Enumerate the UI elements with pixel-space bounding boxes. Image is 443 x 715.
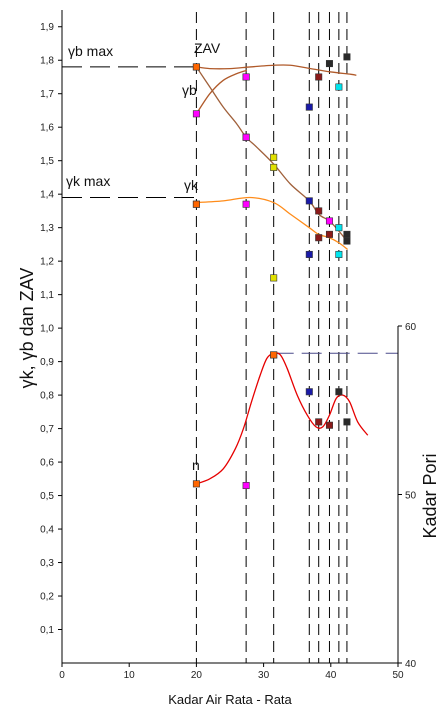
y-tick-label-4: 0,5 bbox=[40, 491, 54, 502]
data-point-s2-0 bbox=[305, 103, 313, 111]
x-axis-label: Kadar Air Rata - Rata bbox=[168, 692, 292, 707]
data-point-s1-6 bbox=[325, 217, 333, 225]
curve-0 bbox=[196, 64, 357, 76]
y-axis-label: γk, γb dan ZAV bbox=[17, 268, 37, 389]
data-point-s3-2 bbox=[315, 234, 323, 242]
y-tick-label-5: 0,6 bbox=[40, 458, 54, 469]
data-point-s5-0 bbox=[335, 83, 343, 91]
data-point-s6-0 bbox=[192, 63, 200, 71]
data-point-s4-1 bbox=[343, 53, 351, 61]
data-point-s6-3 bbox=[270, 351, 278, 359]
y2-axis-label: Kadar Pori bbox=[420, 453, 440, 538]
data-point-s5-2 bbox=[335, 250, 343, 258]
trend-curves bbox=[195, 64, 369, 485]
annotation-zav: ZAV bbox=[194, 40, 221, 56]
x-tick-label-2: 20 bbox=[191, 670, 203, 681]
data-point-s4-5 bbox=[335, 388, 343, 396]
annotation-n: n bbox=[192, 457, 200, 473]
annotation-yb: γb bbox=[182, 82, 197, 98]
y2-tick-label-0: 40 bbox=[405, 659, 417, 670]
data-point-s1-5 bbox=[242, 482, 250, 490]
data-point-s3-3 bbox=[315, 418, 323, 426]
data-point-s3-0 bbox=[315, 73, 323, 81]
data-point-s5-1 bbox=[335, 224, 343, 232]
data-point-s4-2 bbox=[343, 230, 351, 238]
data-point-s1-4 bbox=[242, 133, 250, 141]
data-point-s1-0 bbox=[192, 110, 200, 118]
y-tick-label-10: 1,1 bbox=[40, 290, 54, 301]
x-tick-label-1: 10 bbox=[124, 670, 136, 681]
x-tick-label-0: 0 bbox=[59, 670, 65, 681]
curve-3 bbox=[196, 196, 348, 250]
data-point-s4-4 bbox=[343, 418, 351, 426]
tick-marks-and-labels: 0 10 20 30 40 500,10,20,30,40,50,60,70,80,91,… bbox=[40, 22, 416, 681]
annotation-yb-max: γb max bbox=[68, 43, 113, 59]
data-point-s0-4 bbox=[270, 163, 278, 171]
y-tick-label-14: 1,5 bbox=[40, 156, 54, 167]
x-tick-label-5: 50 bbox=[392, 670, 404, 681]
data-point-s6-2 bbox=[192, 480, 200, 488]
y-tick-label-11: 1,2 bbox=[40, 257, 54, 268]
y-tick-label-9: 1,0 bbox=[40, 324, 54, 335]
curve-1 bbox=[195, 69, 248, 115]
annotation-yk-max: γk max bbox=[66, 173, 110, 189]
data-point-s1-3 bbox=[242, 200, 250, 208]
y2-tick-label-2: 60 bbox=[405, 322, 417, 333]
y-tick-label-15: 1,6 bbox=[40, 123, 54, 134]
y-tick-label-2: 0,3 bbox=[40, 558, 54, 569]
data-point-s3-1 bbox=[315, 207, 323, 215]
data-point-s3-5 bbox=[325, 421, 333, 429]
curve-4 bbox=[196, 352, 369, 485]
y-tick-label-6: 0,7 bbox=[40, 424, 54, 435]
data-point-s2-3 bbox=[305, 388, 313, 396]
y-tick-label-1: 0,2 bbox=[40, 592, 54, 603]
annotations: γb max ZAV γb γk max γk n bbox=[66, 40, 221, 473]
data-point-s3-4 bbox=[325, 230, 333, 238]
y-tick-label-7: 0,8 bbox=[40, 391, 54, 402]
x-tick-label-4: 40 bbox=[325, 670, 337, 681]
data-point-s0-5 bbox=[270, 274, 278, 282]
data-points bbox=[192, 53, 351, 490]
data-point-s4-3 bbox=[343, 237, 351, 245]
data-point-s4-0 bbox=[325, 60, 333, 68]
y-tick-label-12: 1,3 bbox=[40, 223, 54, 234]
data-point-s0-3 bbox=[270, 153, 278, 161]
data-point-s2-2 bbox=[305, 250, 313, 258]
y-tick-label-0: 0,1 bbox=[40, 625, 54, 636]
x-tick-label-3: 30 bbox=[258, 670, 270, 681]
reference-lines bbox=[62, 66, 398, 354]
y-tick-label-3: 0,4 bbox=[40, 525, 54, 536]
y2-tick-label-1: 50 bbox=[405, 491, 417, 502]
data-point-s2-1 bbox=[305, 197, 313, 205]
data-point-s1-2 bbox=[242, 73, 250, 81]
y-tick-label-16: 1,7 bbox=[40, 89, 54, 100]
vertical-dashed-lines bbox=[195, 12, 348, 663]
axes bbox=[61, 10, 399, 664]
annotation-yk: γk bbox=[184, 177, 199, 193]
data-point-s6-1 bbox=[192, 200, 200, 208]
y-tick-label-18: 1,9 bbox=[40, 22, 54, 33]
y-tick-label-17: 1,8 bbox=[40, 56, 54, 67]
y-tick-label-8: 0,9 bbox=[40, 357, 54, 368]
y-tick-label-13: 1,4 bbox=[40, 190, 54, 201]
